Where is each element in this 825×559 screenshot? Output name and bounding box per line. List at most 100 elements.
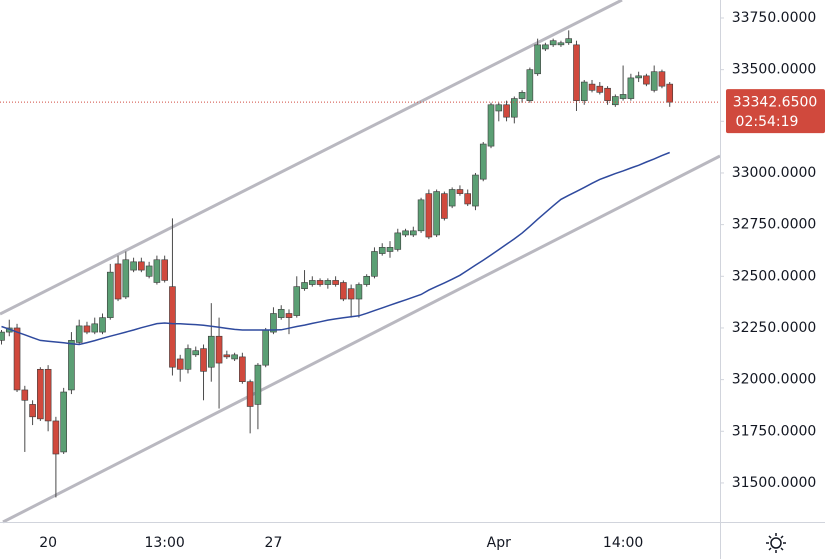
candle-body [285, 313, 293, 318]
candle-body [91, 323, 99, 333]
candle-body [355, 284, 363, 300]
candle-body [29, 404, 36, 418]
candle-body [650, 71, 658, 91]
candle-body [21, 389, 29, 401]
price-tag-label: 33342.6500 [733, 95, 818, 111]
candle-body [612, 96, 619, 106]
candle-body [293, 286, 301, 316]
x-tick-label: 14:00 [603, 535, 643, 551]
candle-body [340, 282, 347, 300]
candle-body [549, 40, 557, 46]
candle-body [487, 104, 495, 147]
y-tick-label: 31750.0000 [732, 423, 817, 439]
candle-body [138, 261, 145, 271]
candle-body [363, 275, 370, 285]
candle-body [0, 331, 5, 341]
candle-body [394, 232, 402, 250]
candle-body [270, 313, 277, 333]
x-tick-label: Apr [487, 535, 511, 551]
candle-body [456, 189, 464, 194]
candle-body [464, 193, 472, 205]
channel-upper [0, 0, 623, 316]
countdown: 02:54:19 [736, 114, 799, 130]
candle-body [386, 247, 394, 252]
candle-body [658, 71, 666, 87]
candle-body [231, 354, 238, 360]
candle-body [169, 286, 176, 368]
candle-body [153, 259, 161, 283]
settings-icon-ring [770, 537, 782, 549]
candle-body [402, 230, 409, 236]
y-tick-label: 32250.0000 [732, 320, 817, 336]
settings-icon-rays [766, 533, 786, 553]
channel-lower [2, 154, 721, 524]
candle-body [666, 83, 674, 103]
candle-body [425, 193, 433, 238]
candle-body [176, 358, 184, 370]
candle-body [573, 44, 580, 101]
candle-body [518, 92, 526, 99]
candle-body [239, 356, 246, 382]
candle-body [433, 191, 440, 236]
x-tick-label: 20 [39, 535, 57, 551]
candle-body [207, 335, 215, 368]
price-tag-box [726, 89, 825, 134]
candle-body [324, 280, 332, 285]
candle-body [441, 193, 448, 219]
candle-body [223, 354, 231, 358]
candle-body [122, 259, 130, 298]
candle-body [161, 259, 168, 281]
candle-body [503, 104, 510, 118]
candle-body [215, 335, 223, 364]
candle-body [184, 348, 192, 370]
candle-body [246, 381, 254, 407]
candle-body [308, 280, 316, 285]
candle-body [580, 81, 588, 101]
candle-body [99, 317, 106, 333]
candle-body [52, 420, 60, 455]
candle-body [44, 368, 52, 422]
candle-body [596, 85, 604, 93]
candle-body [114, 263, 122, 300]
x-tick-label: 27 [265, 535, 283, 551]
candle-body [526, 69, 534, 101]
settings-icon[interactable] [766, 533, 786, 553]
candle-body [371, 251, 378, 277]
candle-body [643, 75, 650, 85]
candle-body [378, 247, 386, 254]
candle-body [495, 104, 503, 112]
candle-body [347, 288, 355, 300]
candle-body [557, 42, 565, 46]
candle-body [417, 199, 425, 232]
y-tick-label: 33750.0000 [732, 10, 817, 26]
candle-body [410, 230, 417, 236]
candle-body [60, 391, 67, 453]
candle-body [604, 87, 611, 101]
candle-body [13, 327, 21, 391]
candle-body [130, 261, 137, 271]
candle-body [511, 98, 518, 118]
candle-body [83, 325, 91, 333]
candle-body [277, 309, 285, 318]
candle-body [565, 38, 573, 44]
y-tick-label: 32500.0000 [732, 268, 817, 284]
y-tick-label: 33000.0000 [732, 165, 817, 181]
candle-body [262, 329, 269, 366]
candle-body [254, 364, 262, 405]
candle-body [301, 282, 308, 289]
candle-body [542, 44, 549, 50]
candle-body [145, 265, 153, 277]
candle-body [635, 75, 642, 79]
candle-body [316, 280, 324, 285]
candle-body [106, 271, 114, 318]
candle-body [588, 83, 596, 91]
price-tag: 33342.6500 02:54:19 [726, 89, 825, 134]
candle-body [534, 44, 541, 75]
candle-body [448, 189, 456, 207]
candle-body [627, 77, 635, 99]
candle-body [472, 174, 479, 207]
candle-body [332, 280, 339, 285]
candle-body [68, 340, 75, 391]
x-tick-label: 13:00 [144, 535, 184, 551]
